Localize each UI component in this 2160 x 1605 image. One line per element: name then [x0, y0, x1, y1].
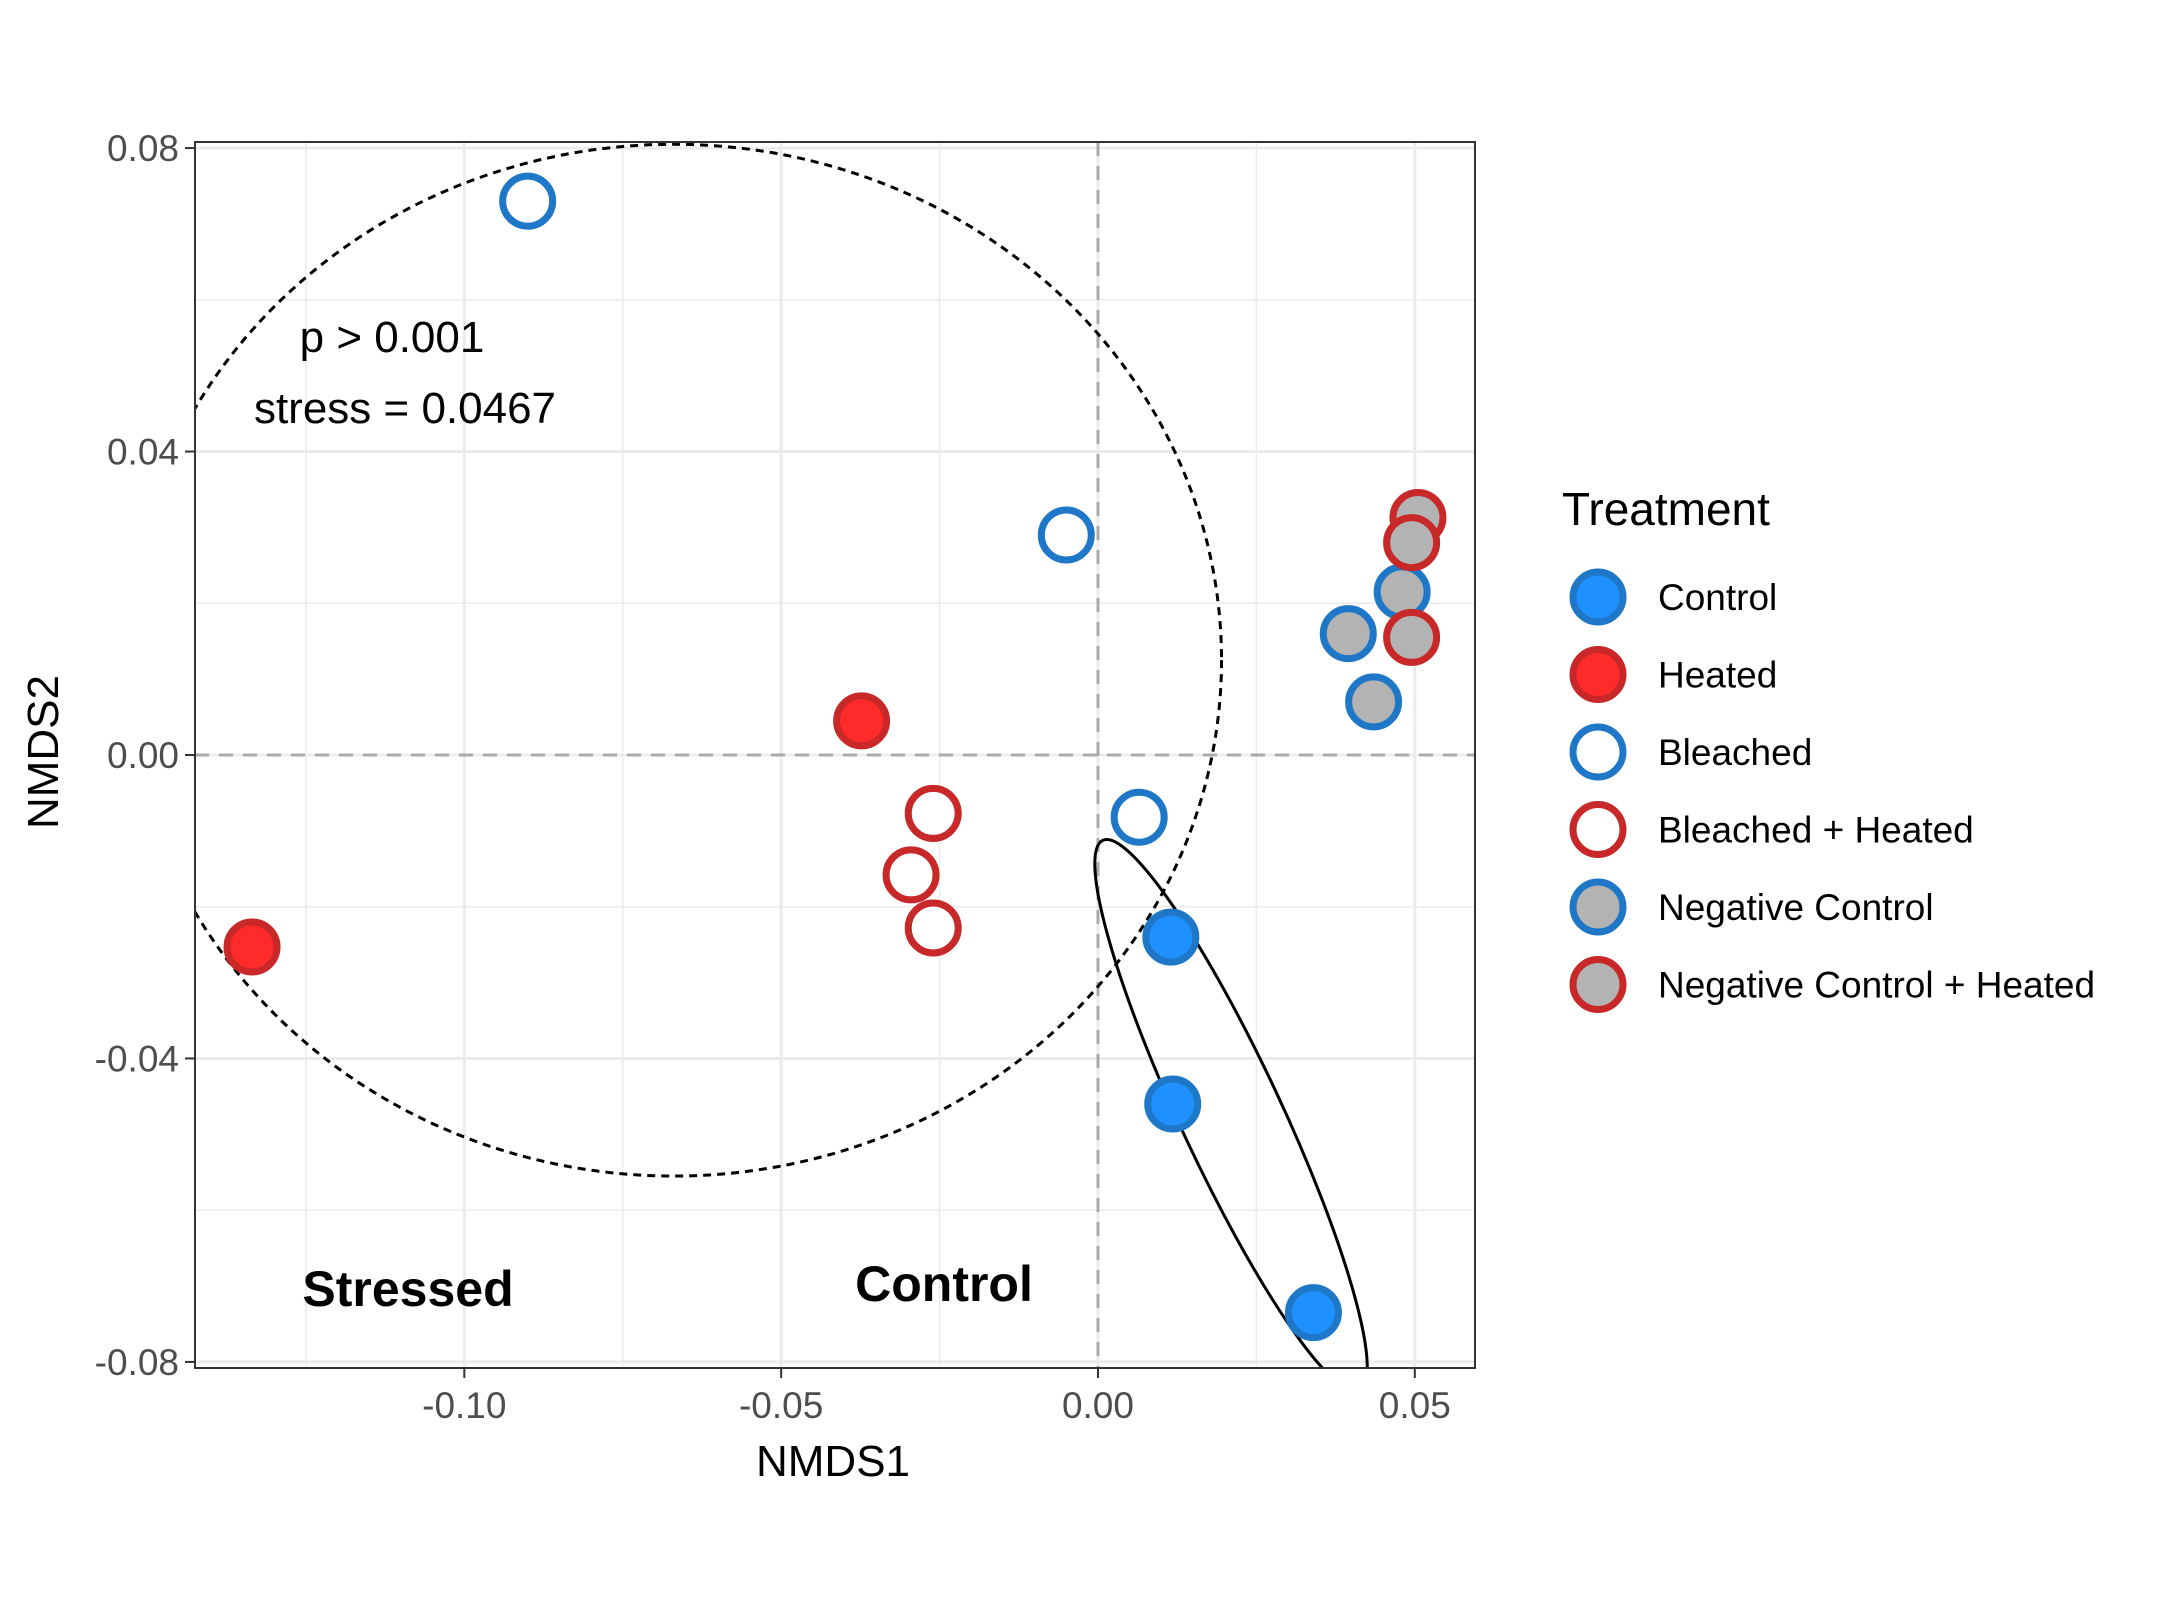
control-point [1284, 1284, 1342, 1342]
legend-label-control: Control [1658, 577, 1777, 618]
reference-lines [195, 142, 1475, 1368]
bleached-point [499, 172, 557, 230]
legend-label-heated: Heated [1658, 655, 1777, 696]
legend-key-bleached [1569, 723, 1627, 781]
points-layer [223, 172, 1447, 1342]
y-axis-label: NMDS2 [19, 675, 68, 829]
stressed-group-label: Stressed [302, 1261, 513, 1317]
bleached-point [1037, 506, 1095, 564]
control-group-label: Control [855, 1256, 1033, 1312]
legend-key-negative-control-heated [1569, 956, 1627, 1013]
legend-key-heated [1569, 646, 1627, 703]
heated-point [833, 692, 891, 750]
legend-label-bleached-heated: Bleached + Heated [1658, 810, 1974, 851]
ellipse-layer [195, 142, 1369, 1368]
control-point [1144, 1075, 1202, 1133]
stressed-ellipse [195, 142, 1223, 1178]
legend-key-bleached-heated [1569, 801, 1627, 858]
x-tick-label: 0.00 [1062, 1385, 1134, 1426]
negative-control-point [1373, 563, 1431, 621]
heated-point [223, 918, 281, 976]
negative-control-heated-point [1383, 608, 1441, 666]
x-tick-label: -0.05 [739, 1385, 823, 1426]
negative-control-heated-point [1383, 514, 1441, 572]
annotation-layer: p > 0.001 stress = 0.0467 Stressed Contr… [254, 313, 1033, 1317]
negative-control-point [1319, 605, 1377, 663]
legend-key-control [1569, 568, 1627, 626]
legend-title: Treatment [1562, 483, 1770, 535]
bleached-heated-point [904, 899, 962, 957]
y-tick-label: -0.04 [95, 1038, 179, 1079]
y-tick-label: -0.08 [95, 1342, 179, 1383]
legend-label-bleached: Bleached [1658, 732, 1812, 773]
y-tick-label: 0.04 [107, 432, 179, 473]
stress-annotation: stress = 0.0467 [254, 384, 556, 433]
bleached-heated-point [882, 846, 940, 904]
bleached-point [1110, 788, 1168, 846]
negative-control-point [1345, 673, 1403, 731]
x-axis-label: NMDS1 [756, 1437, 910, 1486]
x-tick-label: -0.10 [422, 1385, 506, 1426]
legend: Treatment Control Heated Bleached Bleached … [1562, 483, 2095, 1013]
control-point [1142, 908, 1200, 966]
axis-layer: -0.10 -0.05 0.00 0.05 -0.08 -0.04 0.00 0.04 0.08 [95, 128, 1451, 1426]
p-value-annotation: p > 0.001 [300, 313, 485, 362]
legend-label-negative-control-heated: Negative Control + Heated [1658, 965, 2095, 1006]
y-tick-label: 0.08 [107, 128, 179, 169]
legend-key-negative-control [1569, 878, 1627, 936]
legend-label-negative-control: Negative Control [1658, 887, 1934, 928]
x-tick-label: 0.05 [1379, 1385, 1451, 1426]
bleached-heated-point [904, 784, 962, 842]
y-tick-label: 0.00 [107, 735, 179, 776]
control-ellipse [1093, 837, 1369, 1368]
